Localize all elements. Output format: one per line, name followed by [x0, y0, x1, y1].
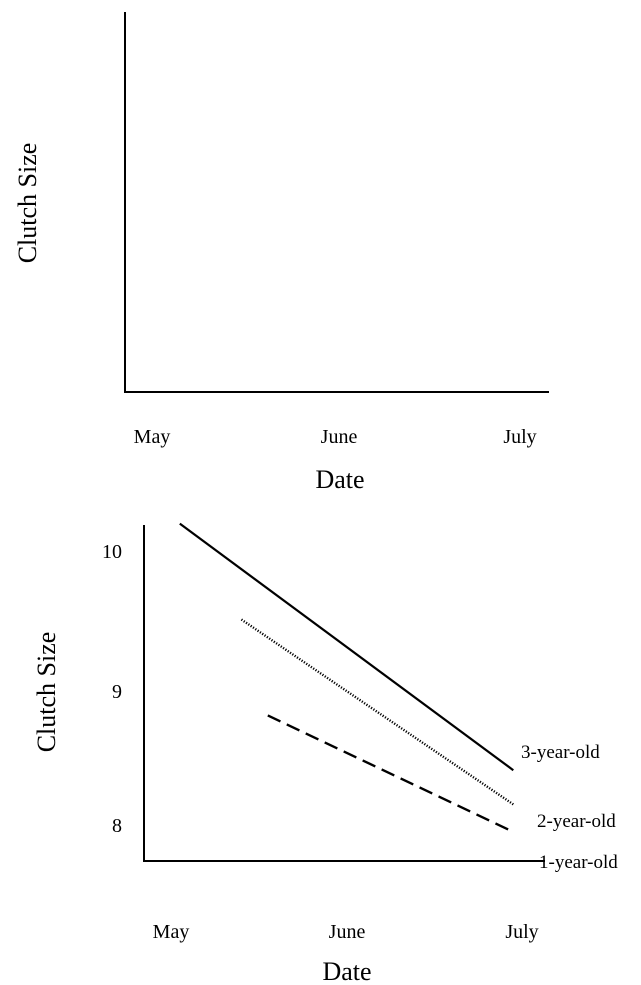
top-x-axis-title: Date — [315, 465, 364, 494]
y-tick-label-10: 10 — [102, 541, 122, 563]
bottom-x-axis-title: Date — [322, 957, 371, 985]
series-line-1-year-old — [267, 714, 514, 833]
bottom-y-axis-title: Clutch Size — [32, 632, 61, 753]
x-tick-label-june: June — [329, 921, 366, 943]
series-line-3-year-old — [179, 522, 514, 772]
top-y-axis-title: Clutch Size — [13, 143, 42, 264]
top-chart: May June July Date Clutch Size — [13, 12, 549, 494]
series-label-1-year-old: 1-year-old — [539, 852, 618, 873]
x-tick-label-may: May — [153, 921, 190, 943]
series-line-2-year-old — [240, 618, 514, 806]
series-label-2-year-old: 2-year-old — [537, 811, 616, 832]
series-label-3-year-old: 3-year-old — [521, 742, 600, 763]
bottom-chart: 10 9 8 May June July Date Clutch Size 3-… — [32, 522, 618, 985]
top-x-tick-label: June — [321, 426, 358, 448]
x-tick-label-july: July — [505, 921, 538, 943]
top-x-tick-label: July — [503, 426, 536, 448]
y-tick-label-8: 8 — [112, 815, 122, 837]
top-x-tick-label: May — [134, 426, 171, 448]
y-tick-label-9: 9 — [112, 681, 122, 703]
